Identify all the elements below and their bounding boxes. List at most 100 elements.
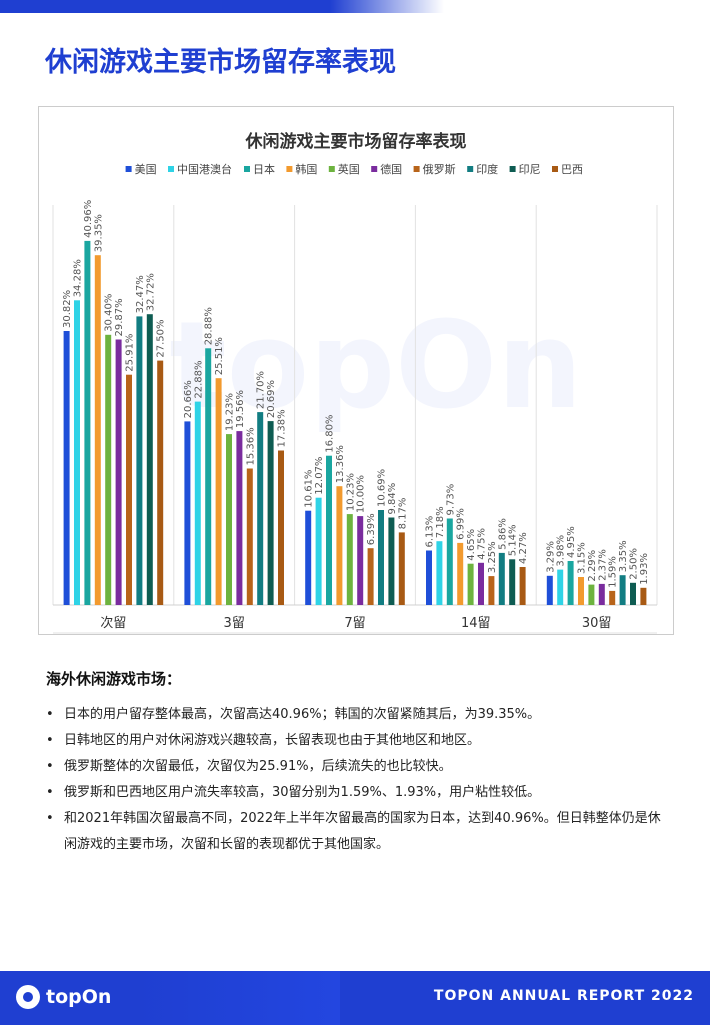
data-label-1-7: 21.70%: [256, 371, 267, 409]
legend-label-1: 中国港澳台: [177, 162, 232, 176]
bar-3-5: [478, 562, 484, 605]
bar-0-8: [146, 314, 153, 605]
data-label-3-2: 9.73%: [445, 484, 456, 516]
bar-3-6: [488, 576, 495, 605]
list-item: • 日韩地区的用户对休闲游戏兴趣较高，长留表现也由于其他地区和地区。: [46, 733, 481, 748]
data-label-4-3: 3.15%: [577, 542, 588, 574]
data-label-2-3: 13.36%: [335, 445, 346, 483]
bar-2-1: [315, 497, 322, 605]
bar-3-8: [509, 559, 516, 605]
data-label-1-5: 19.56%: [235, 390, 246, 428]
category-label-1: 3留: [224, 616, 245, 631]
category-label-2: 7留: [344, 616, 365, 631]
top-accent-bar: [0, 0, 710, 13]
bar-0-6: [126, 374, 132, 605]
footer-report-title: TOPON ANNUAL REPORT 2022: [433, 988, 694, 1004]
watermark-text: topOn: [169, 297, 582, 436]
category-label-0: 次留: [100, 615, 126, 631]
bar-1-8: [267, 421, 274, 605]
page-title: 休闲游戏主要市场留存率表现: [45, 47, 396, 78]
data-label-0-1: 34.28%: [73, 259, 84, 297]
bar-1-0: [184, 421, 191, 605]
bar-2-8: [388, 517, 395, 605]
data-label-1-6: 15.36%: [245, 427, 256, 465]
data-label-0-9: 27.50%: [156, 319, 167, 357]
data-label-3-5: 4.75%: [477, 528, 488, 560]
bar-3-4: [467, 563, 474, 605]
data-label-0-4: 30.40%: [104, 294, 115, 332]
data-label-4-9: 1.93%: [639, 553, 650, 585]
data-label-0-5: 29.87%: [114, 298, 125, 336]
bar-4-8: [630, 582, 636, 605]
legend-label-9: 巴西: [561, 163, 583, 176]
bar-1-4: [226, 434, 232, 605]
data-label-2-1: 12.07%: [314, 457, 325, 495]
legend-swatch-3: [286, 166, 293, 172]
bar-4-9: [640, 587, 647, 605]
category-label-3: 14留: [461, 616, 491, 631]
data-label-3-7: 5.86%: [497, 518, 508, 550]
bar-4-4: [588, 584, 595, 605]
bar-1-1: [194, 401, 201, 605]
legend-label-5: 德国: [380, 162, 402, 176]
legend-label-6: 俄罗斯: [423, 163, 456, 176]
bar-2-7: [378, 510, 384, 605]
data-label-3-9: 4.27%: [518, 532, 529, 564]
bar-0-5: [115, 339, 122, 605]
legend-label-4: 英国: [338, 162, 360, 176]
legend-swatch-4: [328, 166, 335, 172]
bar-3-1: [436, 541, 443, 605]
data-label-2-0: 10.61%: [304, 470, 315, 508]
legend-label-8: 印尼: [519, 163, 541, 176]
bar-0-9: [157, 360, 164, 605]
legend-swatch-7: [467, 166, 474, 172]
bar-3-0: [426, 550, 432, 605]
bar-2-2: [326, 455, 332, 605]
bar-4-2: [567, 561, 574, 605]
data-label-4-1: 3.98%: [556, 535, 567, 567]
data-label-1-3: 25.51%: [214, 337, 225, 375]
topon-logo-icon: [16, 985, 40, 1009]
data-label-4-8: 2.50%: [629, 548, 640, 580]
legend-swatch-1: [168, 166, 174, 172]
bar-0-7: [136, 316, 143, 605]
data-label-2-7: 10.69%: [377, 469, 388, 507]
bar-1-3: [215, 378, 222, 605]
bar-2-0: [305, 510, 312, 605]
bar-0-3: [94, 255, 101, 605]
bar-0-0: [63, 331, 70, 605]
legend-swatch-8: [509, 166, 516, 172]
bar-4-5: [598, 583, 605, 605]
bar-2-9: [398, 532, 405, 605]
footer-logo: topOn: [16, 985, 111, 1009]
bar-2-3: [336, 486, 343, 605]
chart-title: 休闲游戏主要市场留存率表现: [245, 131, 467, 152]
data-label-4-2: 4.95%: [566, 526, 577, 558]
data-label-0-3: 39.35%: [93, 214, 104, 252]
list-item: • 和2021年韩国次留最高不同，2022年上半年次留最高的国家为日本，达到40.…: [46, 811, 661, 852]
bar-4-0: [546, 575, 553, 605]
legend-swatch-5: [371, 166, 378, 172]
legend-label-0: 美国: [135, 163, 157, 176]
data-label-3-8: 5.14%: [508, 525, 519, 557]
data-label-0-0: 30.82%: [62, 290, 73, 328]
bar-0-1: [74, 300, 80, 605]
data-label-3-3: 6.99%: [456, 508, 467, 540]
footer-bar: [0, 971, 710, 1025]
data-label-0-2: 40.96%: [83, 200, 94, 238]
bar-3-3: [457, 542, 464, 605]
data-label-1-0: 20.66%: [183, 380, 194, 418]
bar-0-4: [105, 334, 112, 605]
legend-label-2: 日本: [253, 162, 275, 176]
bar-1-9: [278, 450, 284, 605]
bar-1-5: [236, 431, 243, 605]
data-label-2-6: 6.39%: [366, 513, 377, 545]
data-label-3-1: 7.18%: [435, 506, 446, 538]
legend-swatch-0: [125, 166, 132, 172]
data-label-4-5: 2.37%: [597, 549, 608, 581]
list-item: • 日本的用户留存整体最高，次留高达40.96%；韩国的次留紧随其后，为39.35…: [46, 707, 541, 722]
data-label-2-5: 10.00%: [356, 475, 367, 513]
data-label-3-6: 3.25%: [487, 541, 498, 573]
data-label-2-4: 10.23%: [345, 473, 356, 511]
